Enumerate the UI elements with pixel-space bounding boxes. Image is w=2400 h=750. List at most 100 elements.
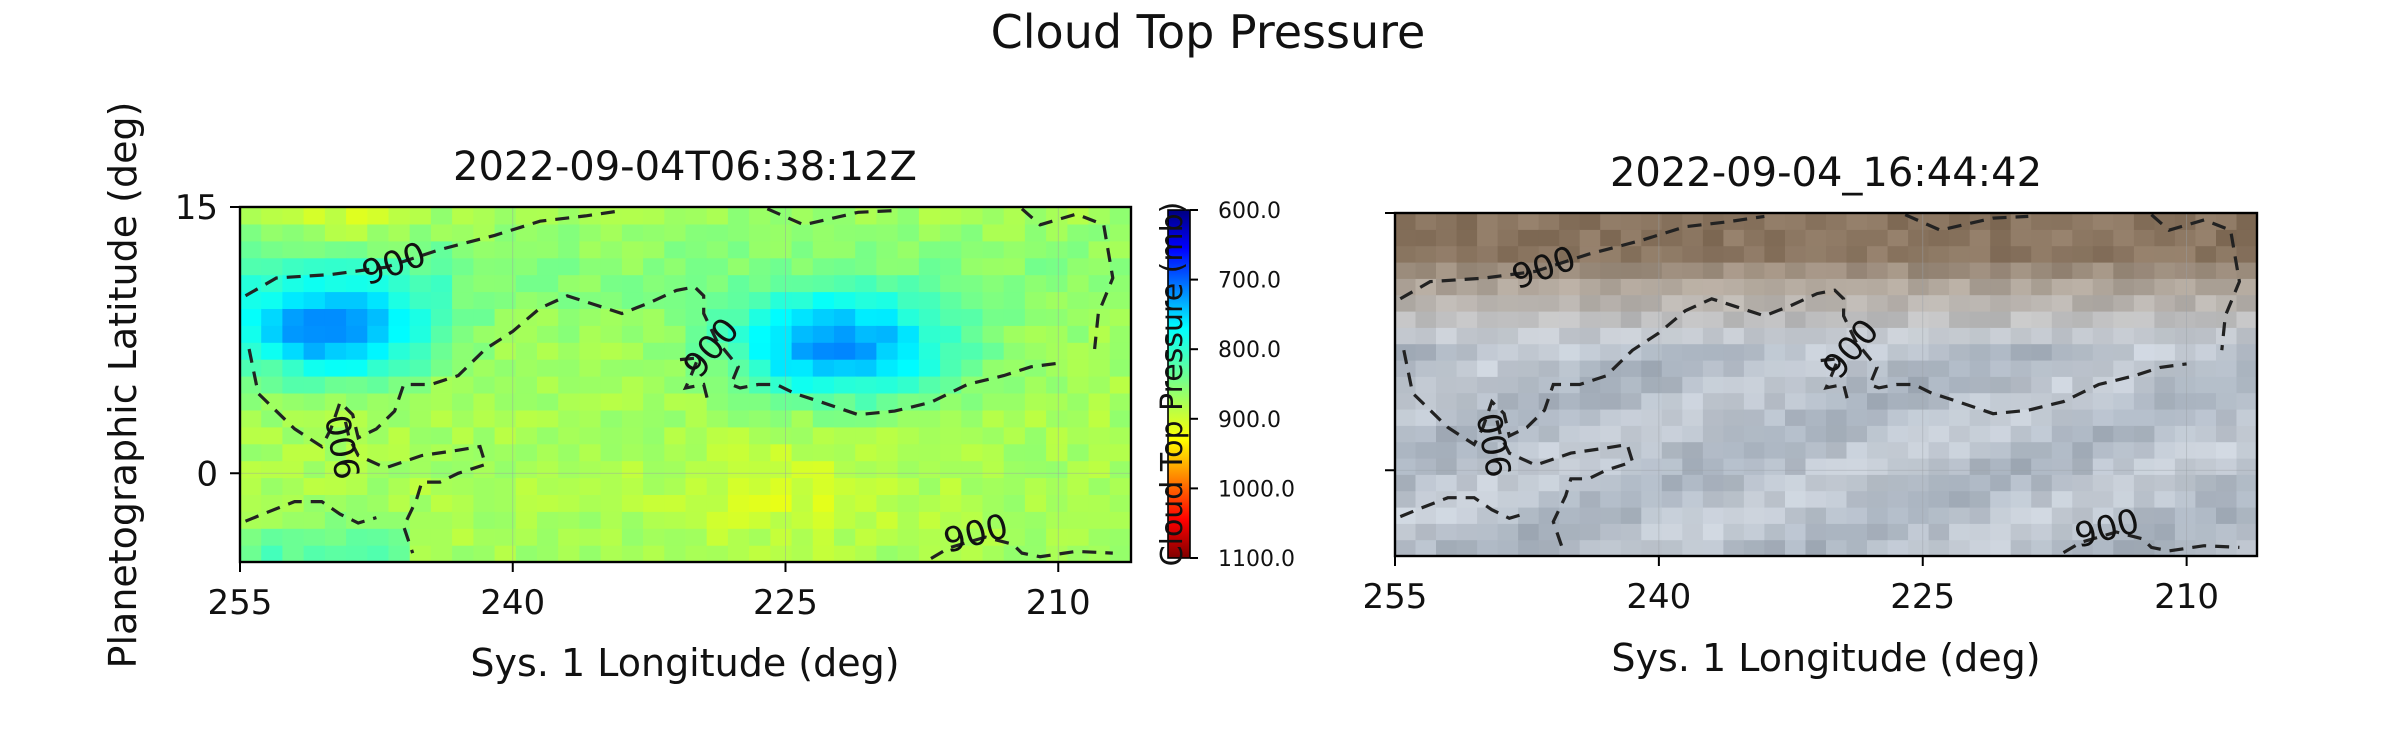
image-pixel	[1456, 425, 1478, 443]
image-pixel	[1436, 458, 1458, 475]
heatmap-cell	[897, 443, 920, 462]
image-pixel	[2031, 245, 2053, 263]
image-pixel	[1826, 213, 1848, 230]
image-pixel	[1928, 327, 1950, 345]
image-pixel	[1682, 425, 1704, 443]
heatmap-cell	[643, 393, 665, 411]
heatmap-cell	[621, 426, 644, 445]
heatmap-cell	[282, 443, 305, 462]
colorbar-frame	[1167, 209, 1191, 559]
image-pixel	[2216, 245, 2238, 263]
heatmap-cell	[600, 443, 623, 462]
image-pixel	[2195, 458, 2217, 475]
heatmap-cell	[1046, 376, 1068, 394]
image-pixel	[1538, 278, 1560, 296]
heatmap-cell	[1024, 207, 1047, 225]
heatmap-cell	[324, 494, 347, 512]
image-pixel	[1661, 327, 1683, 345]
heatmap-cell	[1003, 291, 1026, 309]
heatmap-cell	[749, 494, 771, 512]
image-pixel	[1785, 311, 1807, 328]
heatmap-cell	[537, 376, 559, 394]
heatmap-cell	[1003, 342, 1026, 360]
heatmap-cell	[770, 308, 793, 326]
heatmap-cell	[812, 257, 835, 276]
heatmap-cell	[282, 511, 305, 529]
heatmap-cell	[240, 409, 262, 428]
heatmap-cell	[346, 291, 368, 309]
image-pixel	[1559, 376, 1581, 394]
heatmap-cell	[876, 477, 899, 495]
image-pixel	[2174, 278, 2196, 296]
image-pixel	[2010, 539, 2032, 556]
left-axes-frame	[238, 205, 1133, 564]
heatmap-cell	[558, 376, 580, 394]
heatmap-cell	[452, 308, 474, 326]
heatmap-cell	[303, 426, 326, 445]
heatmap-cell	[430, 359, 453, 377]
image-pixel	[1743, 343, 1765, 361]
image-pixel	[1559, 507, 1581, 524]
image-pixel	[2072, 441, 2094, 459]
image-pixel	[1415, 376, 1437, 394]
image-pixel	[1826, 392, 1848, 410]
image-pixel	[1785, 360, 1807, 377]
heatmap-cell	[749, 443, 771, 462]
image-pixel	[1743, 376, 1765, 394]
image-pixel	[2072, 360, 2094, 377]
heatmap-cell	[261, 376, 283, 394]
heatmap-cell	[1109, 460, 1131, 479]
image-pixel	[1702, 343, 1724, 361]
image-pixel	[2092, 507, 2114, 524]
right-x-axis-label: Sys. 1 Longitude (deg)	[1611, 636, 2040, 680]
heatmap-cell	[727, 511, 750, 529]
heatmap-cell	[770, 393, 793, 411]
heatmap-cell	[282, 545, 305, 562]
heatmap-cell	[685, 426, 708, 445]
heatmap-cell	[324, 325, 347, 343]
image-pixel	[2154, 376, 2176, 394]
image-pixel	[2051, 245, 2073, 263]
heatmap-cell	[940, 308, 962, 326]
heatmap-cell	[303, 240, 326, 259]
image-pixel	[2031, 425, 2053, 443]
heatmap-cell	[346, 511, 368, 529]
image-pixel	[1395, 376, 1417, 394]
heatmap-cell	[430, 511, 453, 529]
heatmap-cell	[452, 393, 474, 411]
heatmap-cell	[961, 308, 984, 326]
image-pixel	[1579, 262, 1601, 279]
image-pixel	[1579, 327, 1601, 345]
heatmap-cell	[1067, 308, 1090, 326]
heatmap-cell	[940, 528, 962, 546]
image-pixel	[1785, 507, 1807, 524]
heatmap-cell	[1067, 291, 1090, 309]
heatmap-cell	[855, 393, 877, 411]
heatmap-cell	[834, 325, 856, 343]
heatmap-cell	[430, 325, 453, 343]
heatmap-cell	[515, 240, 538, 259]
image-pixel	[1661, 376, 1683, 394]
heatmap-cell	[579, 342, 602, 360]
heatmap-cell	[982, 308, 1005, 326]
heatmap-cell	[876, 393, 899, 411]
heatmap-cell	[1003, 257, 1026, 276]
image-pixel	[1867, 376, 1889, 394]
heatmap-cell	[324, 477, 347, 495]
image-pixel	[2174, 229, 2196, 247]
heatmap-cell	[791, 409, 814, 428]
heatmap-cell	[749, 291, 771, 309]
image-pixel	[2031, 409, 2053, 426]
heatmap-cell	[515, 494, 538, 512]
heatmap-cell	[664, 223, 687, 242]
heatmap-cell	[621, 511, 644, 529]
image-pixel	[1579, 409, 1601, 426]
image-pixel	[1538, 229, 1560, 247]
image-pixel	[1826, 229, 1848, 247]
heatmap-cell	[473, 257, 496, 276]
heatmap-cell	[791, 494, 814, 512]
heatmap-cell	[621, 494, 644, 512]
heatmap-cell	[940, 409, 962, 428]
image-pixel	[2174, 392, 2196, 410]
heatmap-cell	[940, 477, 962, 495]
